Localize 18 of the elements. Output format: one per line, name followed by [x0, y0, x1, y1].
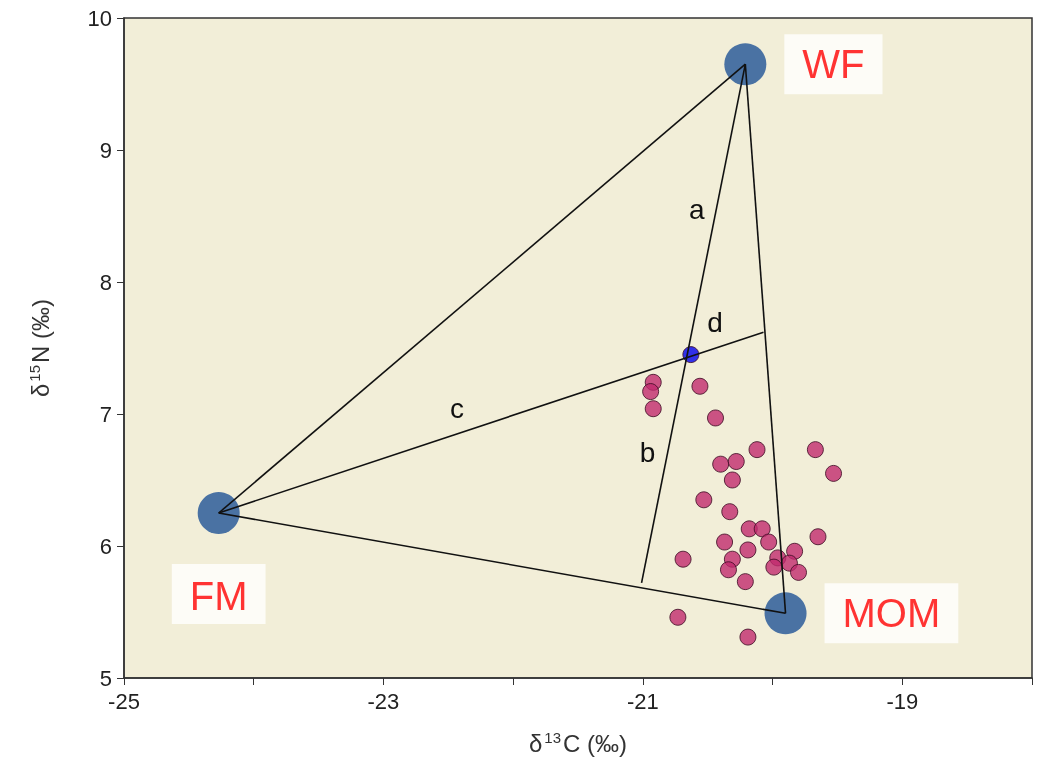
x-tick-label: -25 [108, 688, 140, 714]
x-tick-label: -21 [626, 688, 659, 714]
y-tick-label: 9 [99, 137, 112, 163]
data-label: WF [802, 42, 865, 87]
x-tick-label: -23 [367, 688, 400, 714]
annotation: a [689, 193, 706, 225]
annotation: b [639, 436, 656, 468]
annotation: d [707, 307, 723, 339]
x-tick-label: -19 [886, 688, 919, 714]
annotation: c [449, 393, 464, 425]
y-tick-label: 7 [99, 401, 112, 427]
data-label: FM [189, 574, 248, 618]
data-label: MOM [842, 591, 941, 636]
y-tick-label: 10 [87, 5, 112, 31]
y-tick-label: 5 [99, 665, 112, 691]
y-tick-label: 6 [99, 533, 112, 559]
y-axis-title: δ15N (‰) [26, 298, 54, 398]
y-tick-label: 8 [99, 269, 112, 295]
